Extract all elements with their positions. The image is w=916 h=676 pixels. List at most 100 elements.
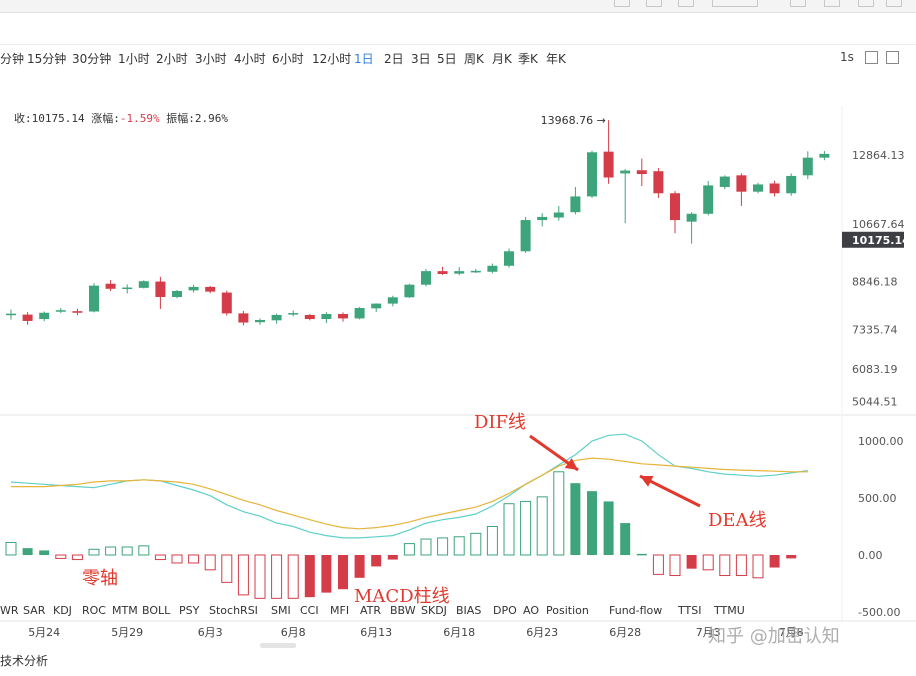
timeframe-3[interactable]: 1小时	[118, 52, 150, 66]
macd-tick-label: 0.00	[858, 549, 883, 562]
date-tick-label: 7月8	[779, 626, 804, 639]
zero-axis-annotation: 零轴	[82, 568, 118, 589]
macd-tick-label: 1000.00	[858, 435, 904, 448]
watermark: 知乎 @加密认知	[708, 626, 840, 647]
indicator-tab-roc[interactable]: ROC	[82, 604, 106, 617]
date-tick-label: 5月24	[28, 626, 60, 639]
macd-bar	[121, 546, 133, 556]
timeframe-15[interactable]: 季K	[518, 52, 538, 66]
macd-bar	[669, 554, 681, 577]
technical-analysis-tab[interactable]: 技术分析	[0, 654, 49, 668]
amplitude-value: 2.96%	[194, 112, 228, 125]
candle-body	[670, 193, 680, 221]
timeframe-10[interactable]: 2日	[384, 52, 404, 66]
timeframe-1[interactable]: 15分钟	[27, 52, 67, 66]
candle-body	[22, 314, 33, 321]
indicator-tab-smi[interactable]: SMI	[271, 604, 291, 617]
indicator-tab-skdj[interactable]: SKDJ	[421, 604, 447, 617]
indicator-tab-mfi[interactable]: MFI	[330, 604, 350, 617]
currency-select[interactable]	[712, 0, 758, 7]
price-tick-label: 8846.18	[852, 276, 898, 289]
indicator-tab-sar[interactable]: SAR	[23, 604, 46, 617]
settings-icon[interactable]	[858, 0, 874, 7]
indicator-tab-position[interactable]: Position	[546, 604, 589, 617]
candle-body	[786, 175, 797, 194]
candle-body	[338, 314, 348, 319]
price-tick-label: 6083.19	[852, 363, 898, 376]
indicator-tab-atr[interactable]: ATR	[360, 604, 382, 617]
candle-body	[55, 310, 66, 312]
close-value: 10175.14	[31, 112, 85, 125]
toolbar-icon-2[interactable]	[646, 0, 662, 7]
dea-annotation: DEA线	[708, 510, 767, 531]
indicator-tab-kdj[interactable]: KDJ	[53, 604, 72, 617]
macd-bar	[354, 555, 365, 578]
timeframe-9[interactable]: 1日	[354, 52, 374, 66]
maximize-icon[interactable]	[824, 0, 840, 7]
timeframe-16[interactable]: 年K	[546, 52, 566, 66]
price-tick-label: 10667.64	[852, 218, 905, 231]
candle-body	[802, 157, 813, 176]
candle-body	[553, 212, 564, 218]
candle-body	[653, 171, 664, 194]
indicator-tab-psy[interactable]: PSY	[179, 604, 200, 617]
candle-body	[255, 319, 265, 323]
indicator-tab-ttsi[interactable]: TTSI	[678, 604, 702, 617]
indicator-tab-ao[interactable]: AO	[523, 604, 539, 617]
candle-body	[736, 175, 747, 192]
indicator-tab-ttmu[interactable]: TTMU	[714, 604, 745, 617]
macd-bar	[420, 538, 432, 556]
dif-arrow-head	[564, 458, 578, 470]
date-tick-label: 6月8	[281, 626, 306, 639]
indicator-tab-mtm[interactable]: MTM	[112, 604, 138, 617]
timeframe-6[interactable]: 4小时	[234, 52, 266, 66]
fullscreen-icon[interactable]	[865, 51, 878, 64]
macd-bar	[304, 555, 315, 598]
indicator-bar: WR SAR KDJ ROC MTM BOLL PSY StochRSI SMI CCI MFI AT…	[0, 604, 850, 618]
toolbar-icon-3[interactable]	[678, 0, 694, 7]
candle-body	[205, 286, 216, 292]
timeframe-4[interactable]: 2小时	[156, 52, 188, 66]
chart-settings-icon[interactable]	[886, 51, 899, 64]
macd-bar	[171, 554, 183, 564]
timeframe-11[interactable]: 3日	[411, 52, 431, 66]
candle-body	[719, 176, 730, 187]
high-marker-label: 13968.76 →	[541, 114, 606, 127]
candlestick-macd-chart[interactable]: 12864.13 10667.64 8846.18 7335.74 6083.19 504…	[0, 0, 916, 650]
macd-bar	[271, 554, 283, 599]
macd-bar	[403, 543, 415, 556]
indicator-tab-fund-flow[interactable]: Fund-flow	[609, 604, 663, 617]
indicator-tab-wr[interactable]: WR	[0, 604, 19, 617]
timeframe-2[interactable]: 30分钟	[72, 52, 112, 66]
candle-body	[520, 220, 531, 252]
timeframe-13[interactable]: 周K	[464, 52, 484, 66]
indicator-tab-bias[interactable]: BIAS	[456, 604, 482, 617]
indicator-tab-bbw[interactable]: BBW	[390, 604, 416, 617]
timeframe-0[interactable]: 分钟	[0, 52, 25, 66]
interval-selector[interactable]: 1s	[840, 50, 854, 64]
change-label: 涨幅:	[91, 112, 120, 125]
candle-body	[321, 314, 332, 320]
indicator-tab-cci[interactable]: CCI	[300, 604, 319, 617]
timeframe-12[interactable]: 5日	[437, 52, 457, 66]
candle-body	[421, 271, 431, 285]
candle-body	[504, 251, 514, 266]
date-tick-label: 7月3	[696, 626, 721, 639]
macd-bar	[71, 554, 83, 561]
candle-body	[39, 312, 50, 320]
candle-body	[686, 213, 697, 222]
timeframe-14[interactable]: 月K	[492, 52, 512, 66]
indicator-tab-stochrsi[interactable]: StochRSI	[209, 604, 258, 617]
timeframe-7[interactable]: 6小时	[272, 52, 304, 66]
minimize-icon[interactable]	[790, 0, 806, 7]
candle-body	[487, 265, 498, 272]
macd-bar	[603, 501, 614, 555]
candle-body	[354, 308, 365, 319]
close-icon[interactable]	[886, 0, 902, 7]
timeframe-5[interactable]: 3小时	[195, 52, 227, 66]
timeframe-8[interactable]: 12小时	[312, 52, 352, 66]
toolbar-icon-1[interactable]	[614, 0, 630, 7]
indicator-tab-dpo[interactable]: DPO	[493, 604, 517, 617]
indicator-tab-boll[interactable]: BOLL	[142, 604, 171, 617]
macd-bar	[254, 554, 266, 599]
